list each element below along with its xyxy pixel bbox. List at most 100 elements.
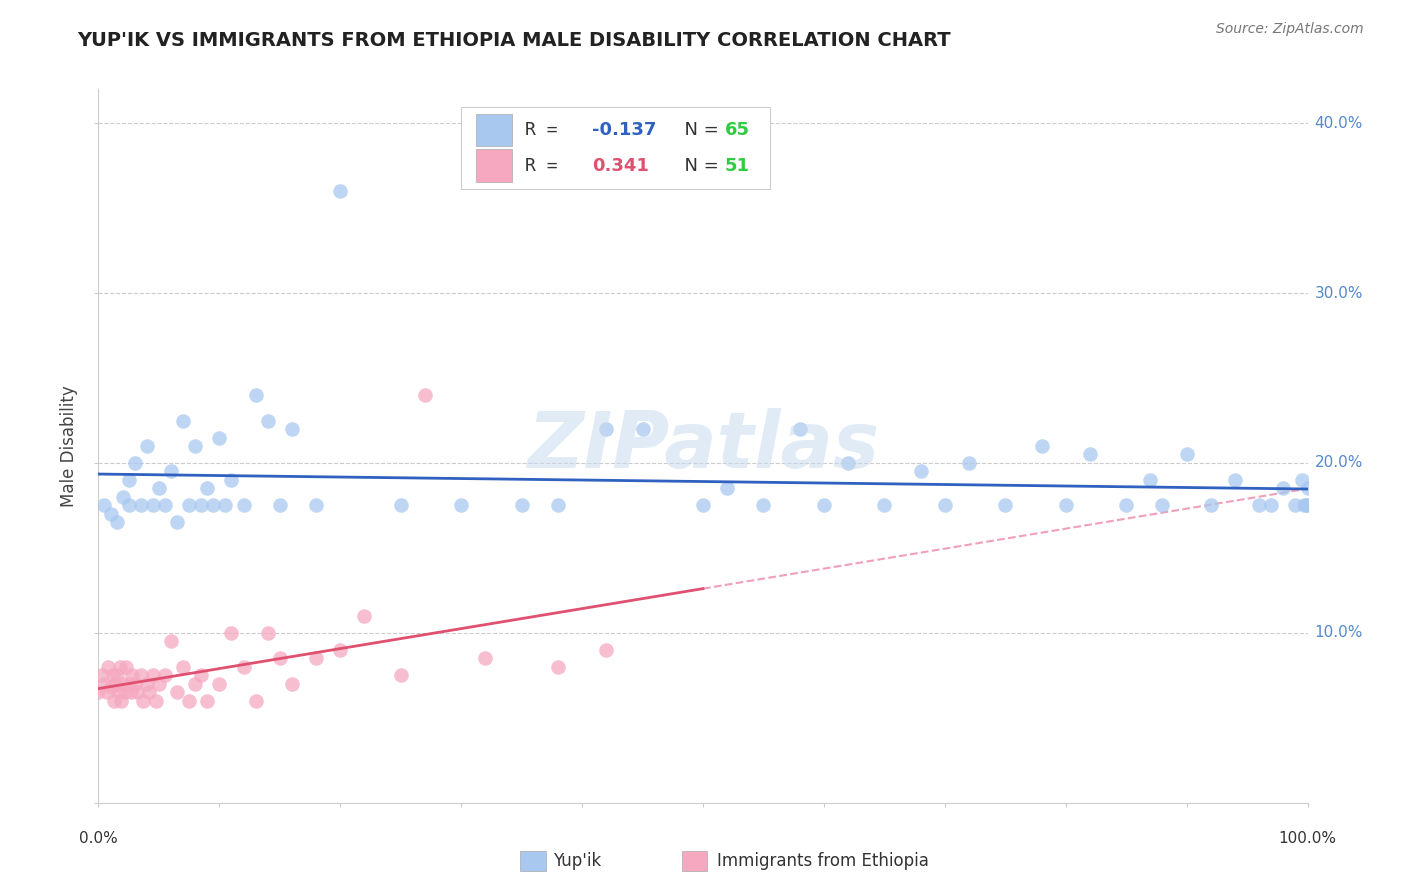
Point <box>135 439 157 453</box>
Point <box>1175 448 1198 462</box>
Text: 20.0%: 20.0% <box>1315 456 1362 470</box>
Point <box>172 413 194 427</box>
Point <box>153 668 176 682</box>
Point <box>1284 499 1306 513</box>
Point <box>1260 499 1282 513</box>
Point <box>245 694 267 708</box>
Point <box>221 473 243 487</box>
Point <box>1272 482 1295 496</box>
Point <box>104 677 127 691</box>
Point <box>202 499 225 513</box>
Bar <box>461 107 769 189</box>
Point <box>153 499 176 513</box>
Point <box>120 685 142 699</box>
Point <box>100 680 122 694</box>
Point <box>595 422 617 436</box>
Text: N =: N = <box>672 121 724 139</box>
Point <box>118 499 141 513</box>
Text: 40.0%: 40.0% <box>1315 116 1362 131</box>
Y-axis label: Male Disability: Male Disability <box>60 385 79 507</box>
Point <box>103 694 125 708</box>
Point <box>631 422 654 436</box>
Text: 30.0%: 30.0% <box>1315 285 1362 301</box>
Point <box>93 677 115 691</box>
Point <box>1054 499 1077 513</box>
Point <box>208 677 231 691</box>
Point <box>129 499 152 513</box>
Point <box>179 694 201 708</box>
Point <box>245 388 267 402</box>
Point <box>269 651 291 665</box>
Point <box>389 499 412 513</box>
Text: ZIPatlas: ZIPatlas <box>527 408 879 484</box>
Point <box>108 685 131 699</box>
Text: 51: 51 <box>724 157 749 175</box>
Point <box>127 685 149 699</box>
Point <box>934 499 956 513</box>
Text: 100.0%: 100.0% <box>1278 831 1337 846</box>
Point <box>135 677 157 691</box>
Point <box>1295 499 1317 513</box>
Text: R =: R = <box>526 121 569 139</box>
Point <box>184 439 207 453</box>
Point <box>1296 482 1319 496</box>
Point <box>208 430 231 444</box>
Point <box>111 490 134 504</box>
Point <box>329 643 352 657</box>
Point <box>179 499 201 513</box>
Point <box>329 184 352 198</box>
Point <box>1292 499 1315 513</box>
Point <box>474 651 496 665</box>
Text: -0.137: -0.137 <box>592 121 657 139</box>
Point <box>105 668 128 682</box>
Point <box>281 422 304 436</box>
Text: N =: N = <box>672 157 724 175</box>
Point <box>837 456 859 470</box>
Point <box>1291 473 1313 487</box>
Point <box>353 608 375 623</box>
Point <box>789 422 811 436</box>
Point <box>1249 499 1271 513</box>
Point <box>752 499 775 513</box>
Point <box>1223 473 1246 487</box>
Point <box>138 685 160 699</box>
Point <box>148 482 170 496</box>
Point <box>281 677 304 691</box>
Point <box>114 685 136 699</box>
Bar <box>475 150 512 182</box>
Text: Source: ZipAtlas.com: Source: ZipAtlas.com <box>1216 22 1364 37</box>
Point <box>547 660 569 674</box>
Point <box>142 499 165 513</box>
Point <box>97 660 120 674</box>
Point <box>547 499 569 513</box>
Point <box>214 499 236 513</box>
Point <box>190 668 212 682</box>
Point <box>91 668 114 682</box>
Point <box>184 677 207 691</box>
Point <box>232 499 254 513</box>
Point <box>111 677 134 691</box>
Point <box>160 465 183 479</box>
Point <box>957 456 980 470</box>
Point <box>195 482 218 496</box>
Point <box>994 499 1017 513</box>
Point <box>142 668 165 682</box>
Bar <box>475 114 512 146</box>
Point <box>413 388 436 402</box>
Text: Immigrants from Ethiopia: Immigrants from Ethiopia <box>717 852 929 870</box>
Point <box>132 694 155 708</box>
Text: Yup'ik: Yup'ik <box>553 852 600 870</box>
Point <box>110 694 132 708</box>
Point <box>105 516 128 530</box>
Point <box>121 668 143 682</box>
Point <box>166 516 188 530</box>
Point <box>389 668 412 682</box>
Point <box>108 660 131 674</box>
Point <box>145 694 167 708</box>
Point <box>305 651 328 665</box>
Point <box>813 499 835 513</box>
Point <box>1296 499 1319 513</box>
Text: 10.0%: 10.0% <box>1315 625 1362 640</box>
Point <box>190 499 212 513</box>
Point <box>510 499 533 513</box>
